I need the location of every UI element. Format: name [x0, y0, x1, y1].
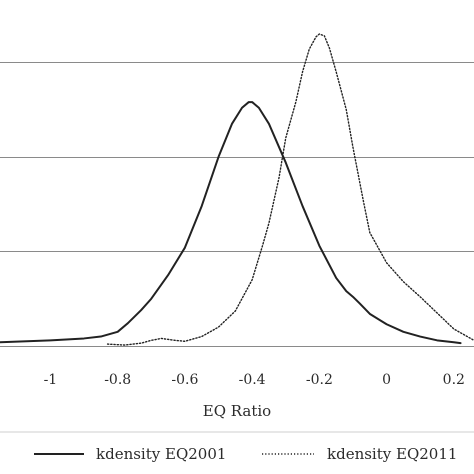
x-tick-label: 0.2 [443, 372, 465, 388]
x-tick-label: -1 [44, 372, 58, 388]
legend-label-1: kdensity EQ2001 [96, 445, 226, 463]
series-line-2 [106, 33, 474, 346]
x-tick-label: -0.6 [171, 372, 198, 388]
series-line-1 [0, 101, 462, 345]
x-axis-label: EQ Ratio [203, 402, 271, 420]
x-tick-label: -0.8 [104, 372, 131, 388]
legend: kdensity EQ2001 kdensity EQ2011 [34, 445, 457, 463]
x-axis-ticks: -1 -0.8 -0.6 -0.4 -0.2 0 0.2 [44, 372, 465, 388]
legend-label-2: kdensity EQ2011 [327, 445, 457, 463]
density-curves [0, 33, 474, 346]
x-tick-label: -0.4 [239, 372, 266, 388]
x-tick-label: -0.2 [306, 372, 333, 388]
x-tick-label: 0 [382, 372, 391, 388]
horizontal-grid [0, 62, 474, 347]
